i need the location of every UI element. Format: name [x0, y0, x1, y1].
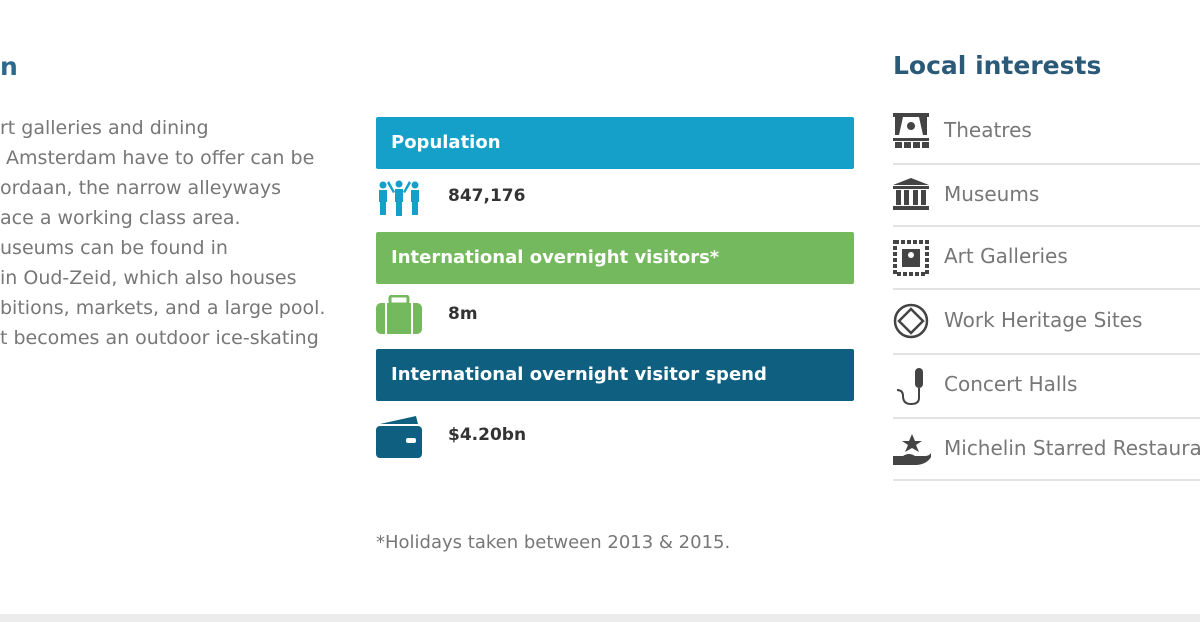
- divider: [893, 288, 1200, 290]
- footer-bar: [0, 614, 1200, 622]
- stat-bar: International overnight visitor spend: [376, 349, 854, 401]
- divider: [893, 417, 1200, 419]
- population-icon: [379, 180, 419, 216]
- text-line: ace a working class area.: [0, 207, 241, 229]
- interest-item: Art Galleries: [944, 244, 1068, 268]
- interests-title: Local interests: [893, 51, 1102, 80]
- wallet-icon: [376, 416, 422, 458]
- heading: n: [0, 52, 18, 81]
- footnote: *Holidays taken between 2013 & 2015.: [376, 532, 731, 553]
- interest-item: Work Heritage Sites: [944, 308, 1143, 332]
- stat-bar: Population: [376, 117, 854, 169]
- divider: [893, 225, 1200, 227]
- stat-value: $4.20bn: [448, 425, 527, 445]
- text-line: rt galleries and dining: [0, 117, 209, 139]
- text-line: ordaan, the narrow alleyways: [0, 177, 282, 199]
- divider: [893, 163, 1200, 165]
- microphone-icon: [896, 368, 923, 406]
- theatre-icon: [893, 113, 929, 148]
- stat-value: 8m: [448, 304, 478, 324]
- divider: [893, 353, 1200, 355]
- heritage-icon: [893, 303, 929, 339]
- text-line: bitions, markets, and a large pool.: [0, 297, 326, 319]
- stat-value: 847,176: [448, 186, 526, 206]
- interest-item: Michelin Starred Restaura: [944, 436, 1200, 460]
- text-line: Amsterdam have to offer can be: [0, 147, 315, 169]
- gallery-icon: [893, 240, 929, 276]
- suitcase-icon: [376, 295, 422, 334]
- divider: [893, 479, 1200, 481]
- text-line: in Oud-Zeid, which also houses: [0, 267, 297, 289]
- text-line: t becomes an outdoor ice-skating: [0, 327, 319, 349]
- interest-item: Concert Halls: [944, 372, 1078, 396]
- museum-icon: [893, 178, 929, 210]
- interest-item: Museums: [944, 182, 1040, 206]
- interest-item: Theatres: [944, 118, 1032, 142]
- restaurant-icon: [893, 434, 931, 465]
- text-line: useums can be found in: [0, 237, 228, 259]
- stat-bar: International overnight visitors*: [376, 232, 854, 284]
